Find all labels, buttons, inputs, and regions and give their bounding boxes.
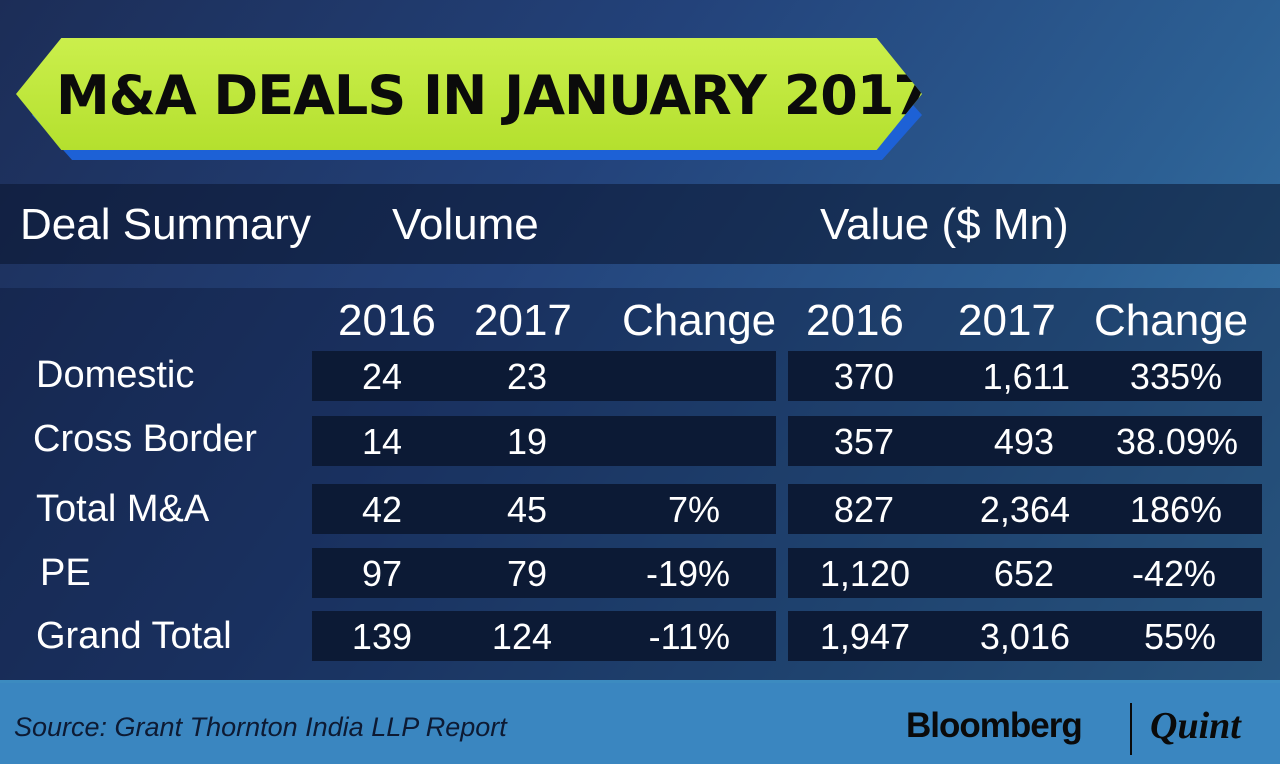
- subheader-volume-2017: 2017: [474, 296, 572, 345]
- footer: [0, 683, 1280, 764]
- table-cell: 139: [351, 616, 412, 657]
- logo-separator: [1130, 703, 1132, 755]
- subheader-value-2016: 2016: [806, 296, 904, 345]
- table-cell: 124: [491, 616, 552, 657]
- footer-divider: [0, 680, 1280, 683]
- table-cell: -19%: [645, 553, 730, 594]
- table-cell: 370: [833, 356, 894, 397]
- table-cell: 357: [833, 421, 894, 462]
- row-box-value: [788, 416, 1262, 466]
- subheader-value-change: Change: [1094, 296, 1249, 345]
- table-cell: 827: [833, 489, 894, 530]
- row-label-cross-border: Cross Border: [33, 418, 257, 460]
- table-cell: 1,947: [819, 616, 910, 657]
- row-box-value: [788, 548, 1262, 598]
- quint-logo: Quint: [1150, 705, 1241, 747]
- row-label-domestic: Domestic: [36, 354, 195, 396]
- row-box-volume: [312, 351, 776, 401]
- header-band: [0, 184, 1280, 264]
- table-cell: 652: [993, 553, 1054, 594]
- table-cell: 335%: [1129, 356, 1222, 397]
- page-title: M&A DEALS IN JANUARY 2017: [56, 64, 930, 127]
- row-box-value: [788, 351, 1262, 401]
- bloomberg-logo: Bloomberg: [906, 706, 1083, 745]
- table-cell: 24: [361, 356, 402, 397]
- table-cell: 1,611: [982, 356, 1070, 397]
- title-banner-face: M&A DEALS IN JANUARY 2017: [16, 38, 922, 150]
- row-box-volume: [312, 611, 776, 661]
- row-box-volume: [312, 484, 776, 534]
- header-value: Value ($ Mn): [820, 200, 1069, 249]
- row-box-value: [788, 484, 1262, 534]
- table-cell: 42: [361, 489, 402, 530]
- table-cell: 97: [361, 553, 402, 594]
- table-cell: 38.09%: [1115, 421, 1238, 462]
- subheader-volume-change: Change: [622, 296, 777, 345]
- row-box-value: [788, 611, 1262, 661]
- table-cell: 493: [993, 421, 1054, 462]
- table-cell: 79: [506, 553, 547, 594]
- row-label-pe: PE: [40, 552, 91, 594]
- table-cell: 19: [506, 421, 547, 462]
- table-cell: 2,364: [979, 489, 1070, 530]
- row-label-grand-total: Grand Total: [36, 615, 232, 657]
- header-deal-summary: Deal Summary: [20, 200, 311, 249]
- table-cell: 3,016: [979, 616, 1070, 657]
- subheader-volume-2016: 2016: [338, 296, 436, 345]
- title-banner: M&A DEALS IN JANUARY 2017: [10, 32, 922, 162]
- table-cell: 55%: [1143, 616, 1216, 657]
- table-cell: -42%: [1131, 553, 1216, 594]
- table-cell: 45: [506, 489, 547, 530]
- table-cell: 14: [361, 421, 402, 462]
- table-cell: 23: [506, 356, 547, 397]
- row-label-total-ma: Total M&A: [36, 488, 210, 530]
- source-note: Source: Grant Thornton India LLP Report: [14, 712, 507, 742]
- table-cell: 7%: [667, 489, 720, 530]
- subheader-value-2017: 2017: [958, 296, 1056, 345]
- row-box-volume: [312, 548, 776, 598]
- table-cell: 186%: [1129, 489, 1222, 530]
- table-cell: 1,120: [819, 553, 910, 594]
- header-volume: Volume: [392, 200, 539, 249]
- table-cell: -11%: [648, 616, 730, 657]
- row-box-volume: [312, 416, 776, 466]
